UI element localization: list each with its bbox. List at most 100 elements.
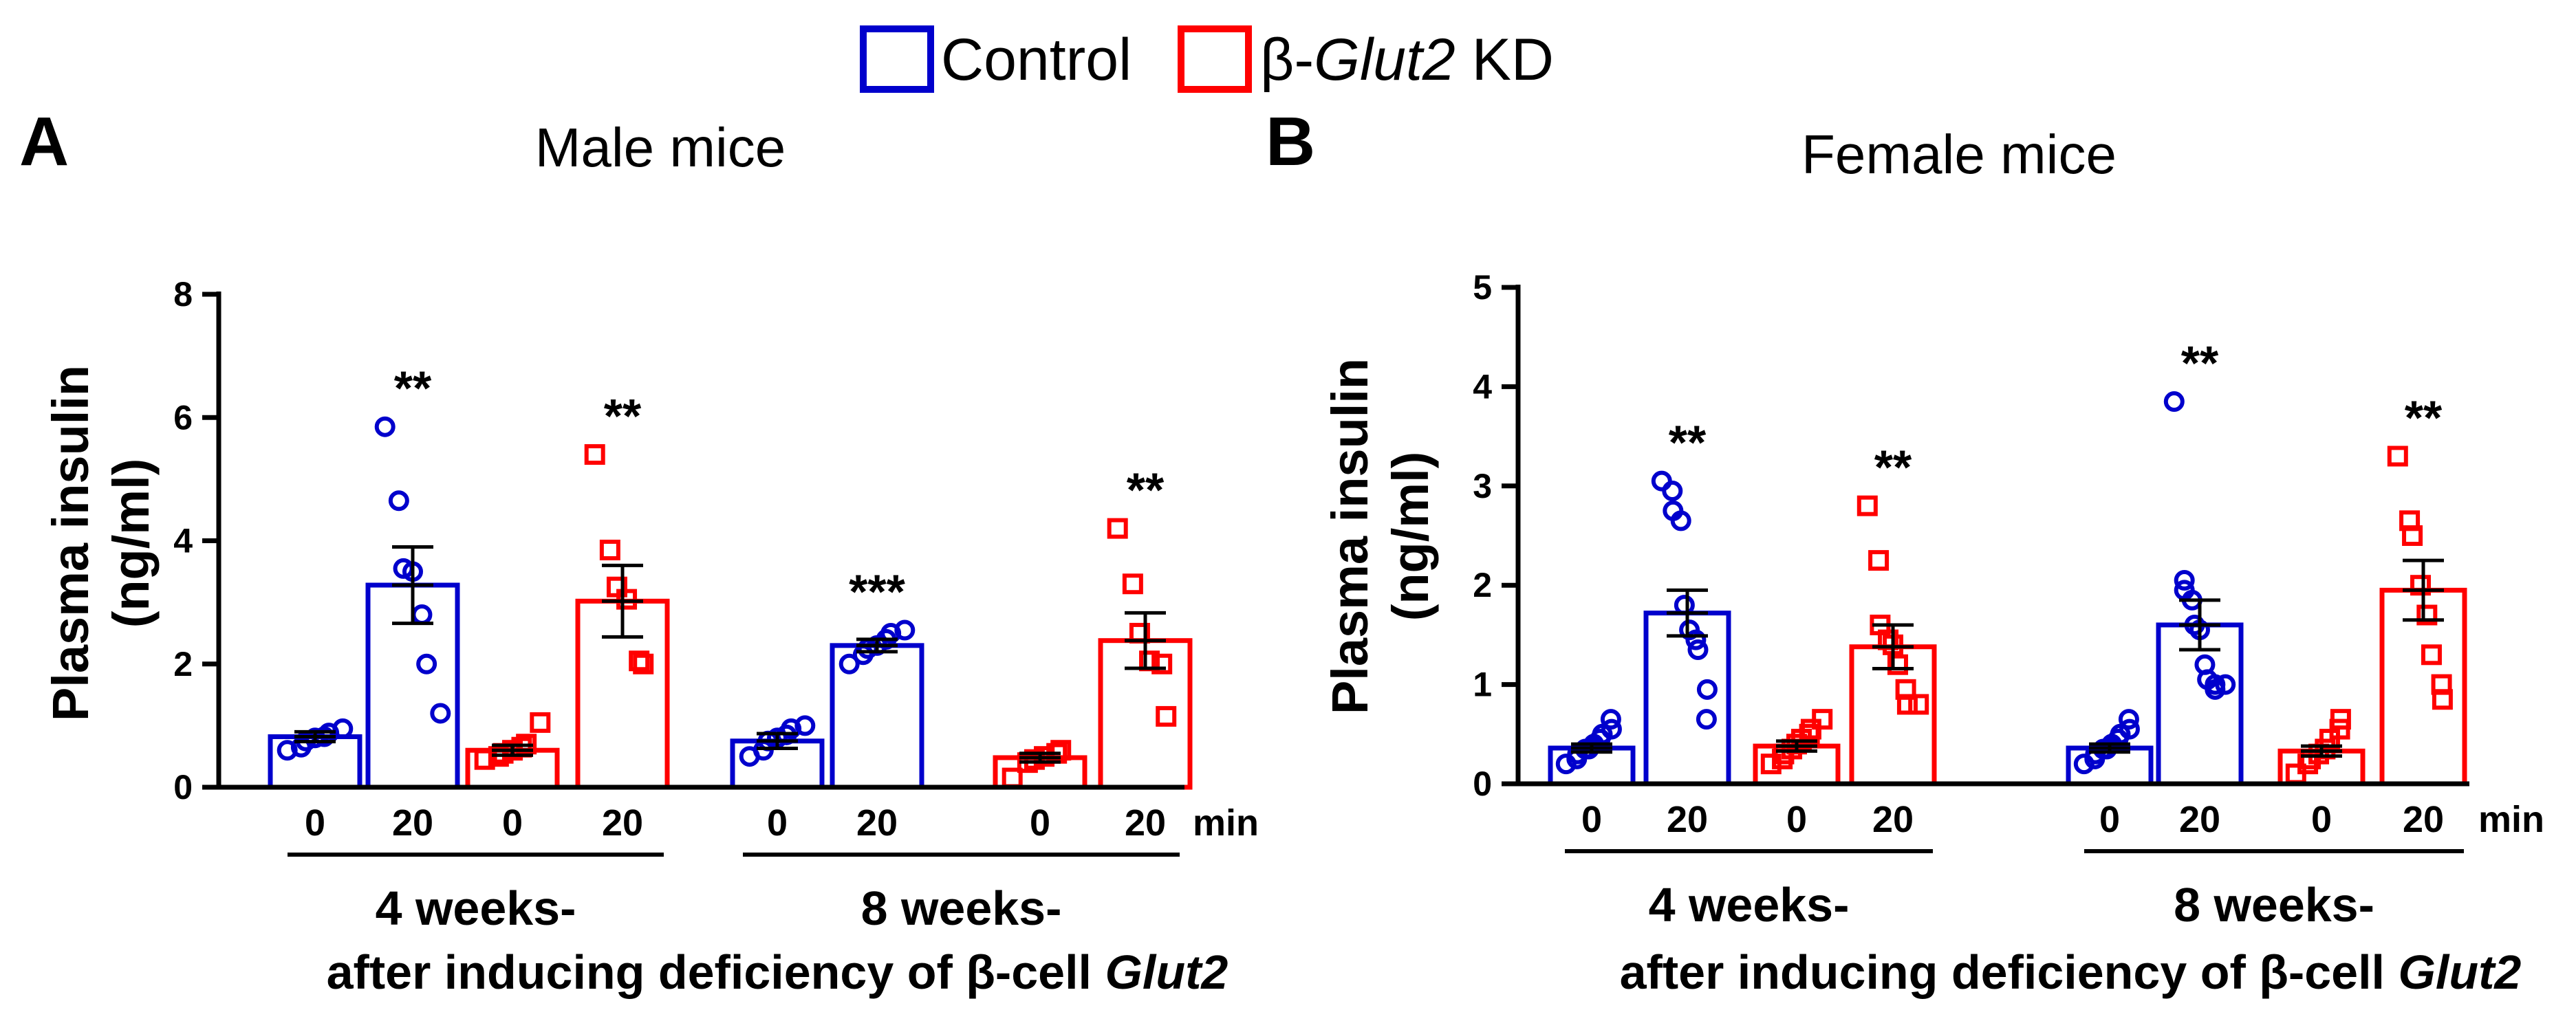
x-tick-label: 0 <box>1030 802 1050 844</box>
significance-marker: ** <box>604 389 642 443</box>
data-point-square <box>599 539 620 560</box>
significance-marker: ** <box>1874 441 1912 494</box>
y-tick-label: 0 <box>1473 765 1492 803</box>
legend-label-kd-italic: Glut2 <box>1314 27 1455 93</box>
x-tick-label: 20 <box>602 802 643 844</box>
x-tick-label: 0 <box>1581 799 1602 840</box>
data-point-square <box>1050 740 1072 761</box>
y-tick-label: 6 <box>173 398 193 437</box>
data-point-circle <box>374 416 396 437</box>
legend-label-kd-suffix: KD <box>1455 27 1554 93</box>
panel-caption-italic: Glut2 <box>1105 945 1228 999</box>
data-point-circle <box>1670 510 1691 531</box>
y-axis-ticks: 0 1 2 3 4 5 <box>1473 268 1518 803</box>
y-axis-label-line-1: Plasma insulin <box>42 365 99 721</box>
significance-marker: ** <box>2405 391 2443 444</box>
x-tick-label: 20 <box>2179 799 2220 840</box>
data-point-circle <box>416 653 437 674</box>
panel-letter: A <box>19 103 69 180</box>
significance-marker: *** <box>849 564 905 618</box>
legend: Control β-Glut2 KD <box>860 25 1554 93</box>
group-label-8-weeks: 8 weeks- <box>861 881 1062 935</box>
data-point-circle <box>1687 639 1709 661</box>
data-point-circle <box>1696 679 1718 700</box>
error-bars <box>294 545 1166 764</box>
x-tick-label: 0 <box>1786 799 1807 840</box>
error-bars <box>1571 558 2444 758</box>
data-point-square <box>1868 550 1890 571</box>
y-axis-ticks: 0 2 4 6 8 <box>173 275 219 806</box>
data-point-square <box>530 712 551 733</box>
panel-caption-italic: Glut2 <box>2398 945 2521 999</box>
significance-markers: ********* <box>394 362 1165 619</box>
data-point-square <box>2330 709 2351 730</box>
data-point-square <box>616 589 638 610</box>
panel-letter: B <box>1266 103 1315 180</box>
data-point-circle <box>794 715 816 736</box>
legend-label-kd: β-Glut2 KD <box>1260 27 1554 93</box>
legend-label-kd-prefix: β- <box>1260 27 1314 93</box>
data-point-square <box>1151 653 1173 674</box>
legend-swatch-control <box>860 25 934 93</box>
data-point-circle <box>2119 718 2140 740</box>
x-tick-label: 20 <box>2403 799 2444 840</box>
x-tick-label: 0 <box>502 802 523 844</box>
group-label-4-weeks: 4 weeks- <box>376 881 576 935</box>
data-point-square <box>584 444 605 465</box>
x-tick-label: 20 <box>1125 802 1166 844</box>
data-point-square <box>2402 525 2423 546</box>
panel-caption: after inducing deficiency of β-cell Glut… <box>327 945 1229 999</box>
x-tick-label: 0 <box>2099 799 2120 840</box>
data-point-square <box>2410 575 2432 596</box>
x-tick-label: 20 <box>1872 799 1914 840</box>
data-point-square <box>2432 689 2453 710</box>
x-tick-label: 0 <box>767 802 788 844</box>
data-point-circle <box>2205 679 2226 700</box>
y-tick-label: 4 <box>173 522 193 560</box>
data-point-square <box>633 653 654 674</box>
significance-marker: ** <box>1669 416 1707 470</box>
x-unit-label: min <box>1193 802 1259 844</box>
data-point-circle <box>1601 718 1622 740</box>
data-point-circle <box>894 619 916 641</box>
data-point-circle <box>1555 754 1577 775</box>
panel-caption-main: after inducing deficiency of β-cell <box>327 945 1105 999</box>
data-point-square <box>2387 446 2408 467</box>
significance-markers: ** ** ** ** <box>1669 336 2443 494</box>
data-point-circle <box>2174 569 2195 591</box>
data-point-circle <box>332 718 354 739</box>
data-point-square <box>1156 705 1177 727</box>
legend-swatch-kd <box>1178 25 1252 93</box>
data-point-square <box>629 650 650 672</box>
panel-title: Female mice <box>1801 124 2117 185</box>
y-tick-label: 8 <box>173 275 193 314</box>
y-axis-label-line-1: Plasma insulin <box>1321 358 1378 714</box>
data-point-square <box>1812 709 1833 730</box>
y-axis-label-line-2: (ng/ml) <box>102 459 160 628</box>
data-point-square <box>2421 644 2442 666</box>
data-point-circle <box>2073 754 2095 775</box>
data-point-circle <box>1600 709 1621 730</box>
panel-title: Male mice <box>535 117 786 178</box>
data-point-square <box>1857 495 1878 516</box>
data-point-square <box>1887 654 1908 675</box>
significance-marker: ** <box>1127 463 1165 517</box>
panel-a: A Male mice Plasma insulin (ng/ml) 0 2 4 6 8… <box>19 103 1259 999</box>
y-tick-label: 2 <box>1473 566 1492 604</box>
y-tick-label: 4 <box>1473 367 1492 406</box>
data-point-circle <box>1685 629 1707 650</box>
x-tick-label: 0 <box>2311 799 2332 840</box>
y-tick-label: 2 <box>173 645 193 683</box>
data-point-square <box>2416 604 2438 626</box>
legend-label-control: Control <box>941 27 1132 93</box>
x-tick-label: 0 <box>305 802 325 844</box>
y-tick-label: 1 <box>1473 666 1492 704</box>
x-tick-labels: 0 20 0 20 0 20 0 20 <box>1581 799 2444 840</box>
data-point-circle <box>2118 709 2139 730</box>
significance-marker: ** <box>394 362 432 415</box>
data-point-circle <box>388 490 409 512</box>
y-tick-label: 3 <box>1473 467 1492 505</box>
data-point-square <box>1122 573 1143 595</box>
data-point-square <box>1896 694 1918 715</box>
